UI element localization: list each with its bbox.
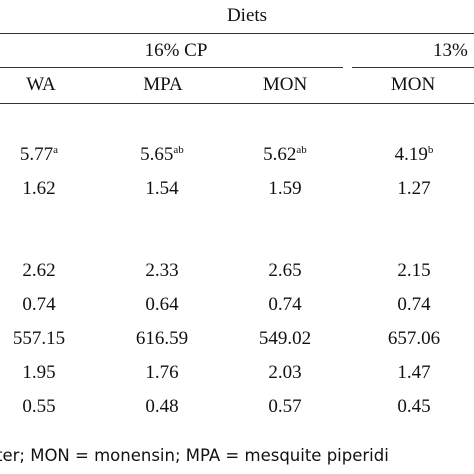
group-rule-16cp: [0, 67, 343, 69]
cell-superscript: ab: [173, 144, 184, 156]
cell-value: 2.65: [268, 260, 302, 281]
table-cell: 2.62: [22, 261, 55, 280]
table-cell: 4.19b: [394, 144, 434, 165]
cell-value: 4.19: [394, 144, 428, 165]
cell-value: 0.74: [397, 294, 431, 315]
group-rule-13: [352, 67, 474, 69]
cell-value: 616.59: [135, 328, 189, 349]
table-cell: 2.15: [397, 261, 430, 280]
table-cell: 5.62ab: [263, 144, 307, 165]
table-cell: 0.74: [268, 295, 301, 314]
header-rule: [0, 103, 474, 105]
column-header-mpa: MPA: [143, 74, 183, 95]
table-cell: 0.55: [22, 397, 55, 416]
cell-superscript: b: [427, 144, 434, 156]
group-heading-16cp: 16% CP: [144, 40, 208, 61]
cell-value: 1.95: [22, 362, 56, 383]
cell-value: 5.77: [19, 144, 54, 165]
table-cell: 2.33: [145, 261, 178, 280]
table-cell: 557.15: [13, 329, 65, 348]
table-cell: 1.76: [145, 363, 178, 382]
cell-value: 549.02: [258, 328, 312, 349]
cell-value: 657.06: [387, 328, 441, 349]
table-cell: 0.48: [145, 397, 178, 416]
cell-value: 5.65: [140, 144, 174, 165]
table-cell: 2.03: [268, 363, 301, 382]
table-cell: 0.74: [397, 295, 430, 314]
table-cell: 0.74: [22, 295, 55, 314]
column-header-wa: WA: [26, 74, 56, 95]
table-cell: 1.62: [22, 179, 55, 198]
cell-value: 1.59: [268, 178, 302, 199]
group-heading-13: 13%: [433, 40, 468, 61]
cell-value: 0.48: [145, 396, 179, 417]
table-footnote: ter; MON = monensin; MPA = mesquite pipe…: [0, 446, 389, 465]
cell-value: 0.57: [268, 396, 302, 417]
cell-value: 0.74: [22, 294, 56, 315]
cell-value: 5.62: [263, 144, 297, 165]
table-cell: 549.02: [259, 329, 311, 348]
table-cell: 0.57: [268, 397, 301, 416]
top-rule: [0, 33, 474, 35]
cell-value: 0.55: [22, 396, 56, 417]
cell-value: 2.62: [22, 260, 56, 281]
table-cell: 657.06: [388, 329, 440, 348]
table-cell: 1.95: [22, 363, 55, 382]
cell-value: 557.15: [12, 328, 66, 349]
cell-value: 0.64: [145, 294, 179, 315]
column-header-mon-13: MON: [390, 74, 436, 95]
cell-value: 2.03: [268, 362, 302, 383]
cell-value: 0.45: [397, 396, 431, 417]
table-cell: 0.64: [145, 295, 178, 314]
cell-value: 1.54: [145, 178, 179, 199]
table-cell: 5.65ab: [140, 144, 184, 165]
table-cell: 1.54: [145, 179, 178, 198]
cell-value: 1.76: [145, 362, 179, 383]
spanner-heading: Diets: [226, 5, 268, 26]
cell-value: 1.62: [22, 178, 56, 199]
table-cell: 1.47: [397, 363, 430, 382]
table-cell: 1.59: [268, 179, 301, 198]
cell-value: 0.74: [268, 294, 302, 315]
table-cell: 2.65: [268, 261, 301, 280]
cell-value: 2.15: [397, 260, 431, 281]
cell-value: 1.27: [397, 178, 431, 199]
cell-superscript: ab: [296, 144, 307, 156]
cell-value: 2.33: [145, 260, 179, 281]
table-cell: 1.27: [397, 179, 430, 198]
table-cell: 0.45: [397, 397, 430, 416]
table-cell: 5.77a: [19, 144, 59, 165]
cell-value: 1.47: [397, 362, 431, 383]
cell-superscript: a: [53, 144, 59, 156]
table-cell: 616.59: [136, 329, 188, 348]
column-header-mon: MON: [262, 74, 308, 95]
